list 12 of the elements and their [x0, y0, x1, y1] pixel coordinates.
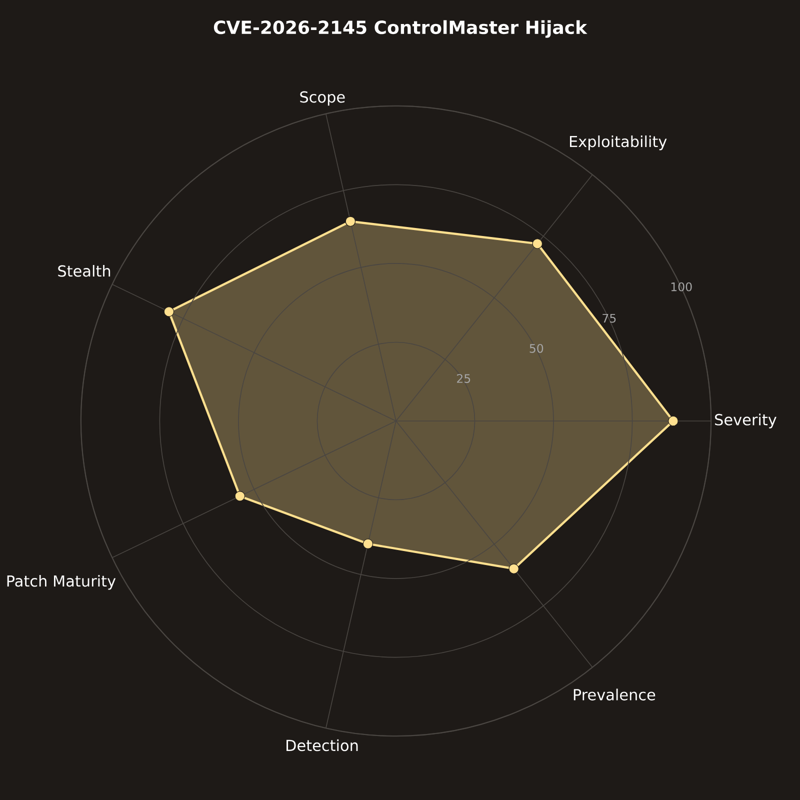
y-tick-label: 25	[457, 374, 470, 383]
spoke-label: Exploitability	[570, 135, 667, 150]
spoke-label: Stealth	[58, 264, 110, 277]
chart-title: CVE-2026-2145 ControlMaster Hijack	[214, 20, 588, 38]
spoke-label: Detection	[286, 739, 358, 752]
spoke-label: Severity	[715, 414, 776, 428]
spoke-label: Patch Maturity	[7, 574, 116, 590]
spoke-label: Scope	[300, 91, 345, 106]
spoke-label: Prevalence	[574, 688, 656, 700]
y-tick-label: 50	[530, 344, 544, 353]
y-tick-label: 100	[671, 282, 692, 292]
y-tick-label: 75	[602, 314, 616, 323]
